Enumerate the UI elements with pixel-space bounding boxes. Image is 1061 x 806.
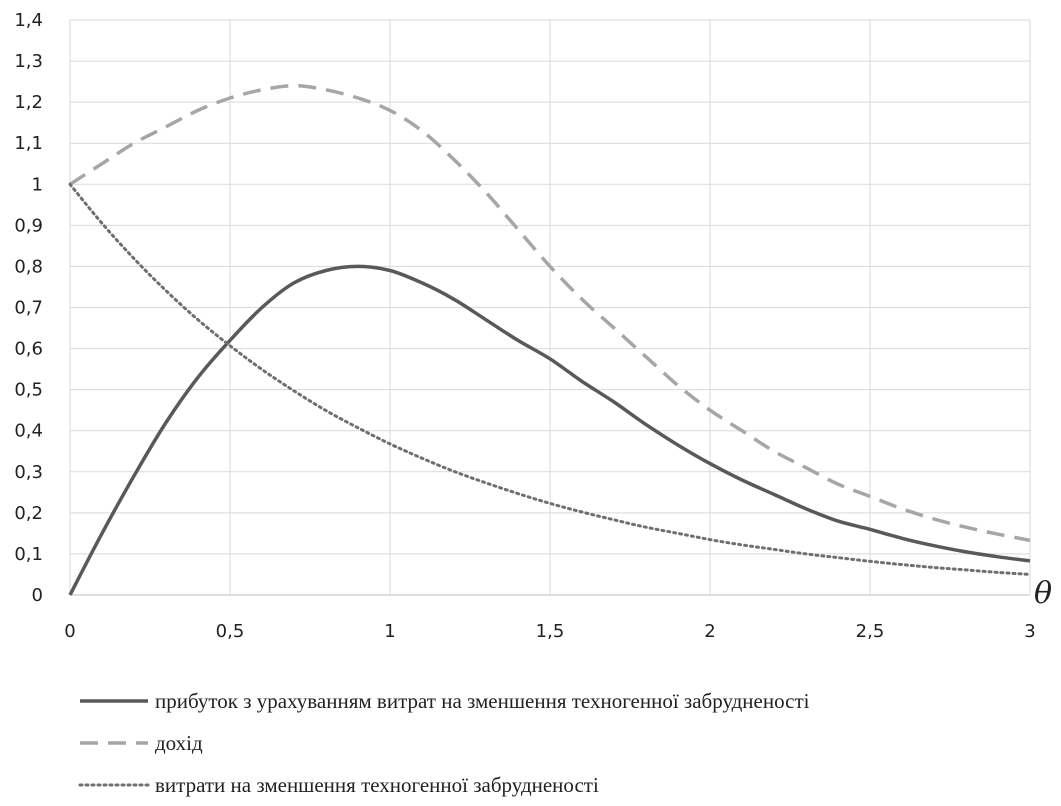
y-tick-label: 1,4 <box>14 10 43 31</box>
y-tick-label: 0,2 <box>14 503 43 524</box>
y-tick-label: 1,3 <box>14 51 43 72</box>
x-tick-label: 2 <box>704 621 715 642</box>
y-tick-label: 0,6 <box>14 339 43 360</box>
chart-grid <box>69 19 1031 596</box>
y-tick-label: 0,4 <box>14 421 43 442</box>
x-axis-label: θ <box>1034 576 1052 611</box>
y-tick-label: 0,5 <box>14 380 43 401</box>
x-tick-label: 1,5 <box>536 621 565 642</box>
y-tick-label: 0,3 <box>14 462 43 483</box>
legend-label: прибуток з урахуванням витрат на зменшен… <box>155 689 810 713</box>
x-axis-tick-labels: 0 0,5 1 1,5 2 2,5 3 <box>64 621 1035 642</box>
y-tick-label: 1 <box>32 174 43 195</box>
x-tick-label: 0,5 <box>216 621 245 642</box>
y-tick-label: 1,1 <box>14 133 43 154</box>
y-axis-tick-labels: 0 0,1 0,2 0,3 0,4 0,5 0,6 0,7 0,8 0,9 1 1,1 1,2 1,3 1,… <box>14 10 43 606</box>
series-line-3 <box>68 182 1032 576</box>
x-tick-label: 3 <box>1024 621 1035 642</box>
legend-label: дохід <box>155 731 203 755</box>
y-tick-label: 0,9 <box>14 215 43 236</box>
legend-label: витрати на зменшення техногенної забрудн… <box>155 773 599 797</box>
y-tick-label: 1,2 <box>14 92 43 113</box>
chart-legend: прибуток з урахуванням витрат на зменшен… <box>78 689 810 797</box>
x-tick-label: 1 <box>384 621 395 642</box>
y-tick-label: 0,7 <box>14 298 43 319</box>
series-line-2 <box>69 83 1031 543</box>
x-tick-label: 2,5 <box>856 621 885 642</box>
y-tick-label: 0,8 <box>14 256 43 277</box>
y-tick-label: 0,1 <box>14 544 43 565</box>
y-tick-label: 0 <box>32 585 43 606</box>
x-tick-label: 0 <box>64 621 75 642</box>
chart-series <box>68 83 1032 596</box>
